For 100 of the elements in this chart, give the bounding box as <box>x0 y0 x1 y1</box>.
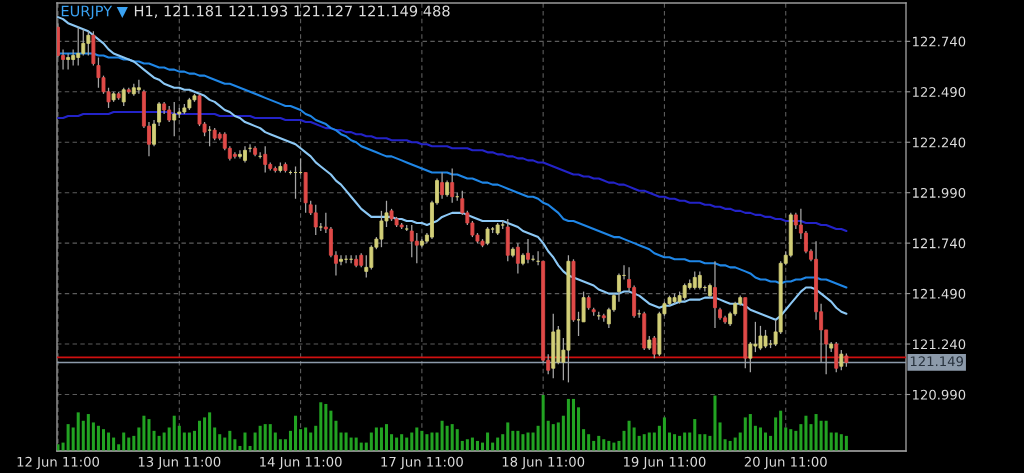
bar <box>748 414 752 451</box>
x-tick-label: 18 Jun 11:00 <box>502 456 585 470</box>
x-tick-label: 19 Jun 11:00 <box>623 456 706 470</box>
bar <box>182 432 186 451</box>
bar <box>723 439 727 451</box>
bar <box>703 434 707 451</box>
bar <box>784 427 788 451</box>
candlestick <box>121 87 126 107</box>
bar <box>314 425 318 451</box>
x-tick-label: 14 Jun 11:00 <box>260 456 342 470</box>
bar <box>288 430 292 451</box>
bar <box>435 432 439 451</box>
bar <box>632 427 636 451</box>
candlestick <box>152 119 156 147</box>
bar <box>809 424 813 451</box>
bar <box>107 432 111 451</box>
bar <box>283 439 287 451</box>
bar <box>506 422 510 451</box>
candlestick <box>339 254 343 266</box>
bar <box>167 427 171 451</box>
bar <box>294 415 298 451</box>
bar <box>526 432 530 451</box>
y-tick-label: 122.740 <box>913 36 966 47</box>
bar <box>763 432 768 451</box>
candlestick <box>839 349 844 371</box>
bar <box>384 424 389 451</box>
bar <box>804 415 808 451</box>
bar <box>177 425 181 451</box>
ref-line-label: 121.149 <box>910 356 964 367</box>
bar <box>450 424 454 451</box>
bar <box>738 432 742 451</box>
bar <box>172 415 176 451</box>
bar <box>758 427 762 451</box>
bar <box>844 435 848 451</box>
bar <box>445 425 449 451</box>
x-tick-label: 13 Jun 11:00 <box>138 456 221 470</box>
bar <box>162 432 166 451</box>
candlestick <box>414 232 419 264</box>
bar <box>329 410 333 451</box>
bar <box>769 435 773 451</box>
bar <box>566 398 570 451</box>
bar <box>602 439 606 451</box>
bar <box>299 429 303 451</box>
bar <box>627 420 631 451</box>
bar <box>829 432 833 451</box>
bar <box>339 432 343 451</box>
bar <box>577 407 581 451</box>
bar <box>374 427 378 451</box>
bar <box>243 432 247 451</box>
bar <box>273 432 277 451</box>
y-tick-label: 122.240 <box>913 137 966 148</box>
y-tick-label: 122.490 <box>913 87 966 97</box>
bar <box>521 434 525 451</box>
candlestick <box>313 204 318 236</box>
candlestick <box>713 260 717 329</box>
bar <box>834 432 838 451</box>
bar <box>814 414 818 451</box>
bar <box>390 434 394 451</box>
bar <box>228 430 232 451</box>
bar <box>582 429 586 451</box>
bar <box>187 432 191 451</box>
bar <box>137 427 141 451</box>
bar <box>192 430 196 451</box>
bar <box>597 435 601 451</box>
chart-subtitle: H1, 121.181 121.193 121.127 121.149 488 <box>134 5 450 19</box>
bar <box>794 430 798 451</box>
bar <box>253 432 257 451</box>
bar <box>799 424 803 451</box>
bar <box>531 432 535 451</box>
bar <box>683 432 687 451</box>
bar <box>197 420 202 451</box>
bar <box>132 435 136 451</box>
candlestick <box>652 335 657 359</box>
bar <box>410 432 414 451</box>
bar <box>142 415 146 451</box>
bar <box>71 427 75 451</box>
bar <box>415 427 419 451</box>
bar <box>698 434 702 451</box>
bar <box>101 429 106 451</box>
bar <box>718 422 722 451</box>
bar <box>662 417 666 451</box>
bar <box>693 419 697 451</box>
bar <box>465 439 469 451</box>
bar <box>258 425 262 451</box>
bar <box>278 439 282 451</box>
bar <box>268 424 272 451</box>
bar <box>309 432 313 451</box>
candlestick <box>263 145 268 174</box>
y-tick-label: 120.990 <box>913 389 966 400</box>
bar <box>440 420 444 451</box>
bar <box>688 432 692 451</box>
bar <box>81 420 85 451</box>
bar <box>76 412 80 451</box>
bar <box>774 417 778 451</box>
bar <box>157 435 161 451</box>
bar <box>556 422 560 451</box>
bar <box>147 419 151 451</box>
x-tick-label: 12 Jun 11:00 <box>17 456 100 470</box>
bar <box>551 424 555 451</box>
bar <box>743 417 747 451</box>
